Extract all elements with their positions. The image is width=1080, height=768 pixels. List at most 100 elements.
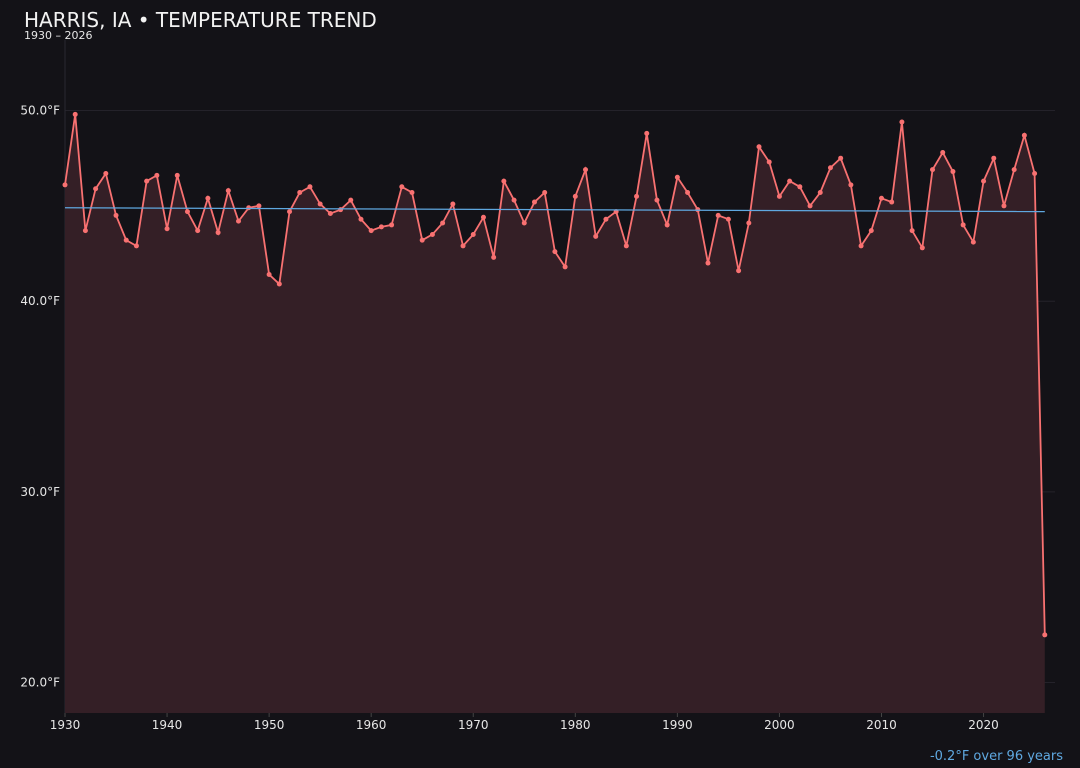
point bbox=[981, 178, 987, 184]
point bbox=[674, 174, 680, 180]
chart-title: HARRIS, IA • TEMPERATURE TREND bbox=[24, 8, 377, 32]
x-tick-label: 2020 bbox=[968, 718, 999, 732]
point bbox=[736, 268, 742, 274]
point bbox=[664, 222, 670, 228]
trend-line bbox=[64, 207, 1045, 213]
point bbox=[419, 237, 425, 243]
point bbox=[542, 190, 548, 196]
point bbox=[991, 155, 997, 161]
point bbox=[940, 149, 946, 155]
point bbox=[776, 193, 782, 199]
point bbox=[103, 170, 109, 176]
point bbox=[72, 111, 78, 117]
point bbox=[470, 231, 476, 237]
point bbox=[113, 212, 119, 218]
point bbox=[164, 226, 170, 232]
point bbox=[950, 169, 956, 175]
point bbox=[287, 209, 293, 215]
point bbox=[205, 195, 211, 201]
point bbox=[236, 218, 242, 224]
point bbox=[827, 165, 833, 171]
point bbox=[705, 260, 711, 266]
point bbox=[174, 172, 180, 178]
trend-annotation: -0.2°F over 96 years bbox=[930, 749, 1063, 764]
point bbox=[123, 237, 129, 243]
point bbox=[215, 230, 221, 236]
point bbox=[511, 197, 517, 203]
x-tick-label: 2010 bbox=[866, 718, 897, 732]
point bbox=[501, 178, 507, 184]
point bbox=[725, 216, 731, 222]
point bbox=[909, 228, 915, 234]
point bbox=[154, 172, 160, 178]
point bbox=[1001, 203, 1007, 209]
point bbox=[1021, 132, 1027, 138]
point bbox=[531, 199, 537, 205]
point bbox=[644, 130, 650, 136]
point bbox=[654, 197, 660, 203]
point bbox=[766, 159, 772, 165]
x-tick-label: 1990 bbox=[662, 718, 693, 732]
point bbox=[797, 184, 803, 190]
point bbox=[429, 231, 435, 237]
point bbox=[246, 205, 252, 211]
point bbox=[583, 167, 589, 173]
y-tick-label: 40.0°F bbox=[20, 294, 60, 308]
point bbox=[787, 178, 793, 184]
point bbox=[868, 228, 874, 234]
chart-subtitle: 1930 – 2026 bbox=[24, 29, 92, 42]
point bbox=[889, 199, 895, 205]
point bbox=[348, 197, 354, 203]
point bbox=[327, 210, 333, 216]
point bbox=[878, 195, 884, 201]
point bbox=[195, 228, 201, 234]
point bbox=[82, 228, 88, 234]
point bbox=[409, 190, 415, 196]
point bbox=[970, 239, 976, 245]
point bbox=[276, 281, 282, 287]
point bbox=[756, 144, 762, 150]
point bbox=[685, 190, 691, 196]
area bbox=[65, 114, 1045, 713]
point bbox=[930, 167, 936, 173]
point bbox=[225, 188, 231, 194]
point bbox=[491, 254, 497, 260]
point bbox=[562, 264, 568, 270]
point bbox=[572, 193, 578, 199]
point bbox=[552, 249, 558, 255]
point bbox=[317, 201, 323, 207]
point bbox=[919, 245, 925, 251]
point bbox=[838, 155, 844, 161]
point bbox=[858, 243, 864, 249]
x-tick-label: 2000 bbox=[764, 718, 795, 732]
point bbox=[746, 220, 752, 226]
point bbox=[389, 222, 395, 228]
x-tick-label: 1950 bbox=[254, 718, 285, 732]
point bbox=[368, 228, 374, 234]
point bbox=[358, 216, 364, 222]
point bbox=[715, 212, 721, 218]
point bbox=[634, 193, 640, 199]
point bbox=[899, 119, 905, 125]
x-tick-label: 1960 bbox=[356, 718, 387, 732]
point bbox=[1011, 167, 1017, 173]
point bbox=[593, 233, 599, 239]
point bbox=[603, 216, 609, 222]
point bbox=[338, 207, 344, 213]
point bbox=[480, 214, 486, 220]
point bbox=[378, 224, 384, 230]
point bbox=[307, 184, 313, 190]
point bbox=[62, 182, 68, 188]
point bbox=[807, 203, 813, 209]
point bbox=[256, 203, 262, 209]
point bbox=[450, 201, 456, 207]
point bbox=[297, 190, 303, 196]
point bbox=[623, 243, 629, 249]
point bbox=[133, 243, 139, 249]
y-tick-label: 30.0°F bbox=[20, 485, 60, 499]
point bbox=[184, 209, 190, 215]
point bbox=[817, 190, 823, 196]
x-tick-label: 1980 bbox=[560, 718, 591, 732]
point bbox=[440, 220, 446, 226]
